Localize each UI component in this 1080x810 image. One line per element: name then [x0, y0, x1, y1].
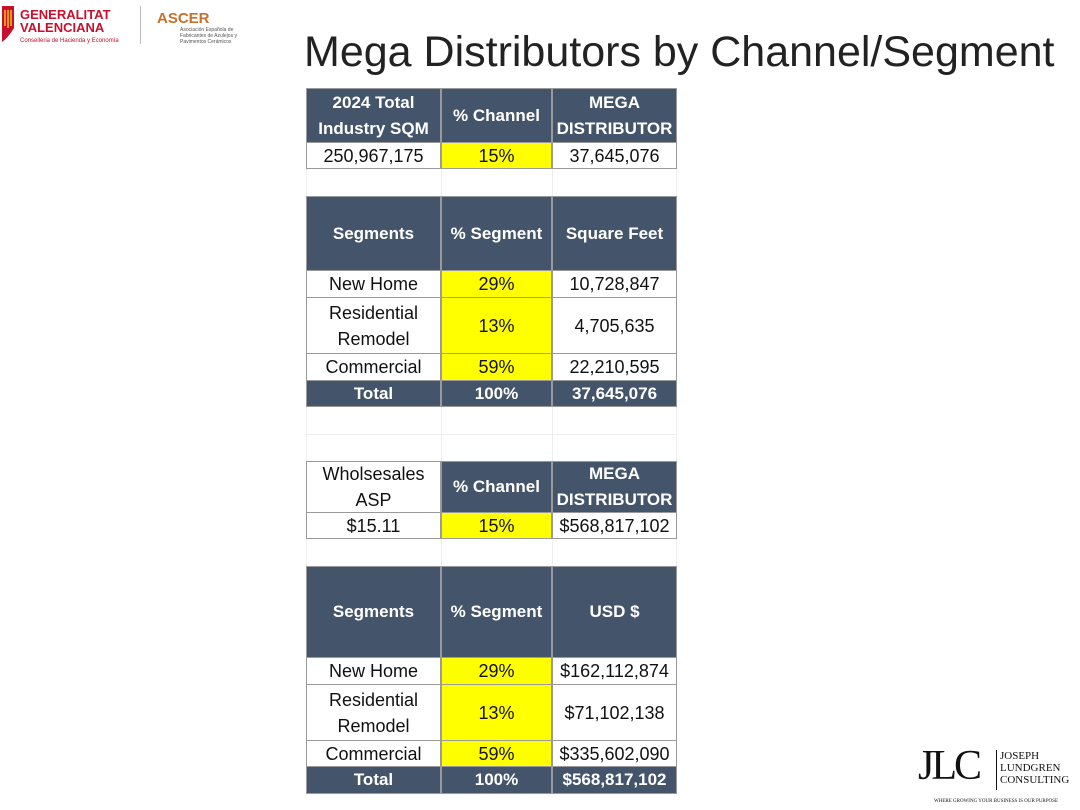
text: CONSULTING: [1000, 774, 1070, 786]
head-cell: MEGA DISTRIBUTOR: [552, 461, 677, 513]
faint-line: [306, 433, 677, 435]
text: VALENCIANA: [20, 20, 105, 35]
head-cell: % Segment: [441, 566, 552, 658]
jlc-mark: JLC: [918, 743, 982, 789]
data-cell: 4,705,635: [552, 297, 677, 354]
total-cell: $568,817,102: [552, 766, 677, 794]
faint-line: [441, 539, 442, 566]
data-cell: 59%: [441, 353, 552, 381]
text: GENERALITAT: [20, 7, 111, 22]
faint-line: [552, 169, 553, 196]
data-cell: $568,817,102: [552, 512, 677, 539]
head-cell: USD $: [552, 566, 677, 658]
data-cell: 10,728,847: [552, 270, 677, 298]
head-cell: % Segment: [441, 196, 552, 271]
generalitat-crest: [2, 6, 14, 42]
head-cell: 2024 Total Industry SQM: [306, 88, 441, 143]
total-cell: 100%: [441, 380, 552, 407]
data-cell: 13%: [441, 297, 552, 354]
head-cell: % Channel: [441, 88, 552, 143]
data-cell: 15%: [441, 142, 552, 169]
data-cell: $162,112,874: [552, 657, 677, 685]
total-cell: Total: [306, 766, 441, 794]
data-cell: 250,967,175: [306, 142, 441, 169]
title: Mega Distributors by Channel/Segment: [304, 28, 1055, 76]
faint-line: [552, 539, 553, 566]
ascer-subtitle: Asociación Española de Fabricantes de Az…: [180, 27, 237, 45]
data-cell: Residential Remodel: [306, 297, 441, 354]
data-cell: Commercial: [306, 740, 441, 767]
divider: [140, 6, 141, 44]
empty-rows: [306, 169, 677, 196]
head-cell: Segments: [306, 566, 441, 658]
empty-rows: [306, 539, 677, 566]
data-cell: $15.11: [306, 512, 441, 539]
text: LUNDGREN: [1000, 762, 1061, 774]
text: JOSEPH: [1000, 750, 1040, 762]
head-cell: Wholsesales ASP: [306, 461, 441, 513]
head-cell: % Channel: [441, 461, 552, 513]
data-cell: New Home: [306, 270, 441, 298]
data-cell: 22,210,595: [552, 353, 677, 381]
head-cell: Segments: [306, 196, 441, 271]
data-cell: Residential Remodel: [306, 684, 441, 741]
data-cell: 59%: [441, 740, 552, 767]
data-cell: $335,602,090: [552, 740, 677, 767]
faint-line: [441, 169, 442, 196]
total-cell: Total: [306, 380, 441, 407]
jlc-name: JOSEPH LUNDGREN CONSULTING: [996, 750, 1069, 790]
data-cell: New Home: [306, 657, 441, 685]
data-cell: Commercial: [306, 353, 441, 381]
total-cell: 37,645,076: [552, 380, 677, 407]
generalitat-name: GENERALITAT VALENCIANA: [20, 8, 111, 34]
data-cell: $71,102,138: [552, 684, 677, 741]
head-cell: Square Feet: [552, 196, 677, 271]
ascer-name: ASCER: [157, 10, 210, 27]
generalitat-dept: Conselleria de Hacienda y Economía: [20, 38, 119, 44]
head-cell: MEGA DISTRIBUTOR: [552, 88, 677, 143]
jlc-tagline: WHERE GROWING YOUR BUSINESS IS OUR PURPO…: [934, 799, 1058, 804]
data-cell: 29%: [441, 657, 552, 685]
total-cell: 100%: [441, 766, 552, 794]
data-cell: 13%: [441, 684, 552, 741]
data-cell: 15%: [441, 512, 552, 539]
data-cell: 37,645,076: [552, 142, 677, 169]
data-cell: 29%: [441, 270, 552, 298]
